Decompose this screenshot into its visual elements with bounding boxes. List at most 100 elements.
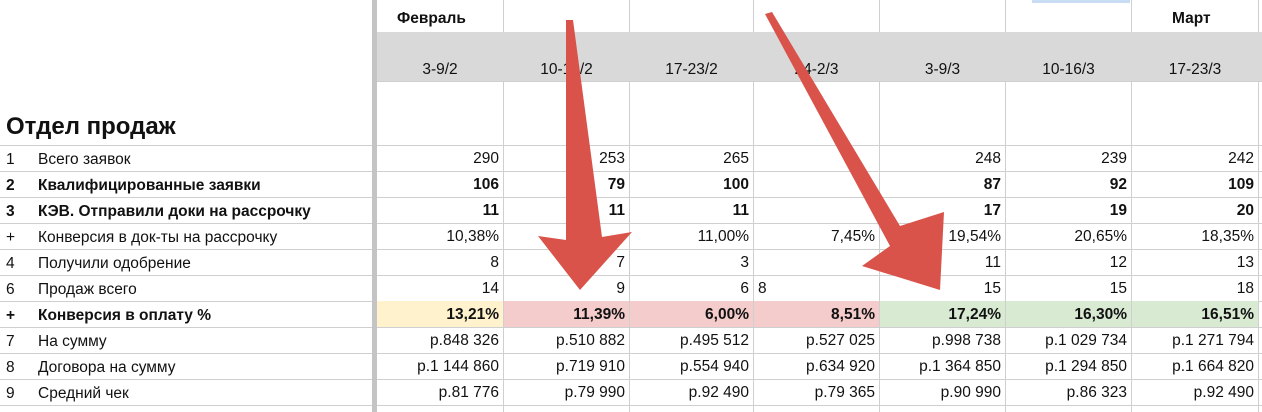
table-cell[interactable]: р.848 326 [430, 332, 499, 349]
table-cell[interactable]: 8,51% [831, 306, 875, 323]
row-label[interactable]: Конверсия в док-ты на рассрочку [38, 229, 278, 246]
table-cell[interactable]: 14 [481, 280, 499, 297]
row-label[interactable]: Конверсия в оплату % [38, 307, 212, 324]
table-cell[interactable]: 19,54% [948, 228, 1001, 245]
table-cell[interactable]: р.510 882 [556, 332, 625, 349]
table-cell[interactable]: 6,00% [705, 306, 749, 323]
conversion-cell-fill [754, 301, 879, 327]
row-label[interactable]: КЭВ. Отправили доки на рассрочку [38, 203, 311, 220]
row-number: + [6, 229, 16, 246]
column-selection-indicator [1032, 0, 1130, 3]
column-divider [503, 0, 504, 412]
table-cell[interactable]: р.998 738 [932, 332, 1001, 349]
table-cell[interactable]: р.495 512 [680, 332, 749, 349]
table-cell[interactable]: 92 [1109, 176, 1127, 193]
table-cell[interactable]: 13,21% [446, 306, 499, 323]
table-cell[interactable]: р.1 364 850 [919, 358, 1001, 375]
table-cell[interactable]: 79 [607, 176, 625, 193]
table-cell[interactable]: 12 [1109, 254, 1127, 271]
week-column-header[interactable]: 17-23/3 [1168, 61, 1222, 78]
month-february: Февраль [397, 10, 466, 27]
table-cell[interactable]: р.1 664 820 [1172, 358, 1254, 375]
row-divider [0, 197, 1262, 198]
table-cell[interactable]: р.1 144 860 [417, 358, 499, 375]
table-cell[interactable]: 17 [983, 202, 1001, 219]
table-cell[interactable]: 19 [1109, 202, 1127, 219]
row-divider [0, 249, 1262, 250]
week-column-header[interactable]: 3-9/3 [924, 61, 961, 78]
week-column-header[interactable]: 17-23/2 [665, 61, 718, 78]
row-label[interactable]: Договора на сумму [38, 359, 176, 376]
row-label[interactable]: На сумму [38, 333, 107, 350]
row-number: 1 [6, 151, 15, 168]
table-cell[interactable]: 253 [599, 150, 625, 167]
table-cell[interactable]: 106 [473, 176, 499, 193]
table-cell[interactable]: 11,00% [697, 228, 749, 245]
week-column-header[interactable]: 10-16/2 [540, 61, 593, 78]
table-cell[interactable]: 7,45% [831, 228, 875, 245]
table-cell[interactable]: р.527 025 [806, 332, 875, 349]
table-cell[interactable]: 11 [608, 202, 625, 219]
row-label[interactable]: Получили одобрение [38, 255, 191, 272]
table-cell[interactable]: 3 [740, 254, 749, 271]
week-column-header[interactable]: 3-9/2 [422, 61, 458, 78]
table-cell[interactable]: р.92 490 [688, 384, 749, 401]
table-cell[interactable]: р.1 271 794 [1172, 332, 1254, 349]
table-cell[interactable]: р.1 029 734 [1045, 332, 1127, 349]
table-cell[interactable]: р.554 940 [680, 358, 749, 375]
table-cell[interactable]: 87 [983, 176, 1001, 193]
table-cell[interactable]: 100 [723, 176, 749, 193]
table-cell[interactable]: 18 [1236, 280, 1254, 297]
table-cell[interactable]: р.81 776 [438, 384, 499, 401]
column-divider [1005, 0, 1006, 412]
row-label[interactable]: Всего заявок [38, 151, 131, 168]
table-cell[interactable]: р.719 910 [556, 358, 625, 375]
row-number: 6 [6, 281, 15, 298]
table-cell[interactable]: р.86 323 [1066, 384, 1127, 401]
table-cell[interactable]: 11 [482, 202, 499, 219]
conversion-cell-fill [880, 301, 1005, 327]
frozen-column-divider[interactable] [372, 0, 377, 412]
table-cell[interactable]: 10,38% [446, 228, 499, 245]
table-cell[interactable]: 15 [1109, 280, 1127, 297]
row-divider [0, 405, 1262, 406]
table-cell[interactable]: 20,65% [1074, 228, 1127, 245]
row-divider [0, 171, 1262, 172]
table-cell[interactable]: 17,24% [948, 306, 1001, 323]
table-cell[interactable]: 239 [1101, 150, 1127, 167]
table-cell[interactable]: р.634 920 [806, 358, 875, 375]
conversion-cell-fill [504, 301, 629, 327]
table-cell[interactable]: 13 [1236, 254, 1254, 271]
table-cell[interactable]: р.92 490 [1193, 384, 1254, 401]
table-cell[interactable]: 7 [616, 254, 625, 271]
sheet-title: Отдел продаж [6, 113, 176, 140]
table-cell[interactable]: 9 [616, 280, 625, 297]
table-cell[interactable]: 248 [975, 150, 1001, 167]
table-cell[interactable]: 8 [758, 280, 767, 297]
row-label[interactable]: Средний чек [38, 385, 129, 402]
table-cell[interactable]: 18,35% [1201, 228, 1254, 245]
table-cell[interactable]: р.1 294 850 [1045, 358, 1127, 375]
table-cell[interactable]: 16,30% [1074, 306, 1127, 323]
table-cell[interactable]: р.79 365 [814, 384, 875, 401]
week-column-header[interactable]: 24-2/3 [794, 61, 839, 78]
table-cell[interactable]: 6 [740, 280, 749, 297]
table-cell[interactable]: 11 [984, 254, 1001, 271]
row-label[interactable]: Квалифицированные заявки [38, 177, 261, 194]
week-column-header[interactable]: 10-16/3 [1042, 61, 1095, 78]
table-cell[interactable]: 20 [1236, 202, 1254, 219]
table-cell[interactable]: 265 [723, 150, 749, 167]
table-cell[interactable]: 11 [732, 202, 749, 219]
row-label[interactable]: Продаж всего [38, 281, 137, 298]
table-cell[interactable]: 11,39% [573, 306, 625, 323]
table-cell[interactable]: 290 [473, 150, 499, 167]
conversion-cell-fill [377, 301, 503, 327]
table-cell[interactable]: р.79 990 [564, 384, 625, 401]
table-cell[interactable]: 15 [983, 280, 1001, 297]
table-cell[interactable]: 16,51% [1201, 306, 1254, 323]
table-cell[interactable]: 242 [1228, 150, 1254, 167]
table-cell[interactable]: р.90 990 [940, 384, 1001, 401]
table-cell[interactable]: 109 [1228, 176, 1254, 193]
table-cell[interactable]: 8 [490, 254, 499, 271]
